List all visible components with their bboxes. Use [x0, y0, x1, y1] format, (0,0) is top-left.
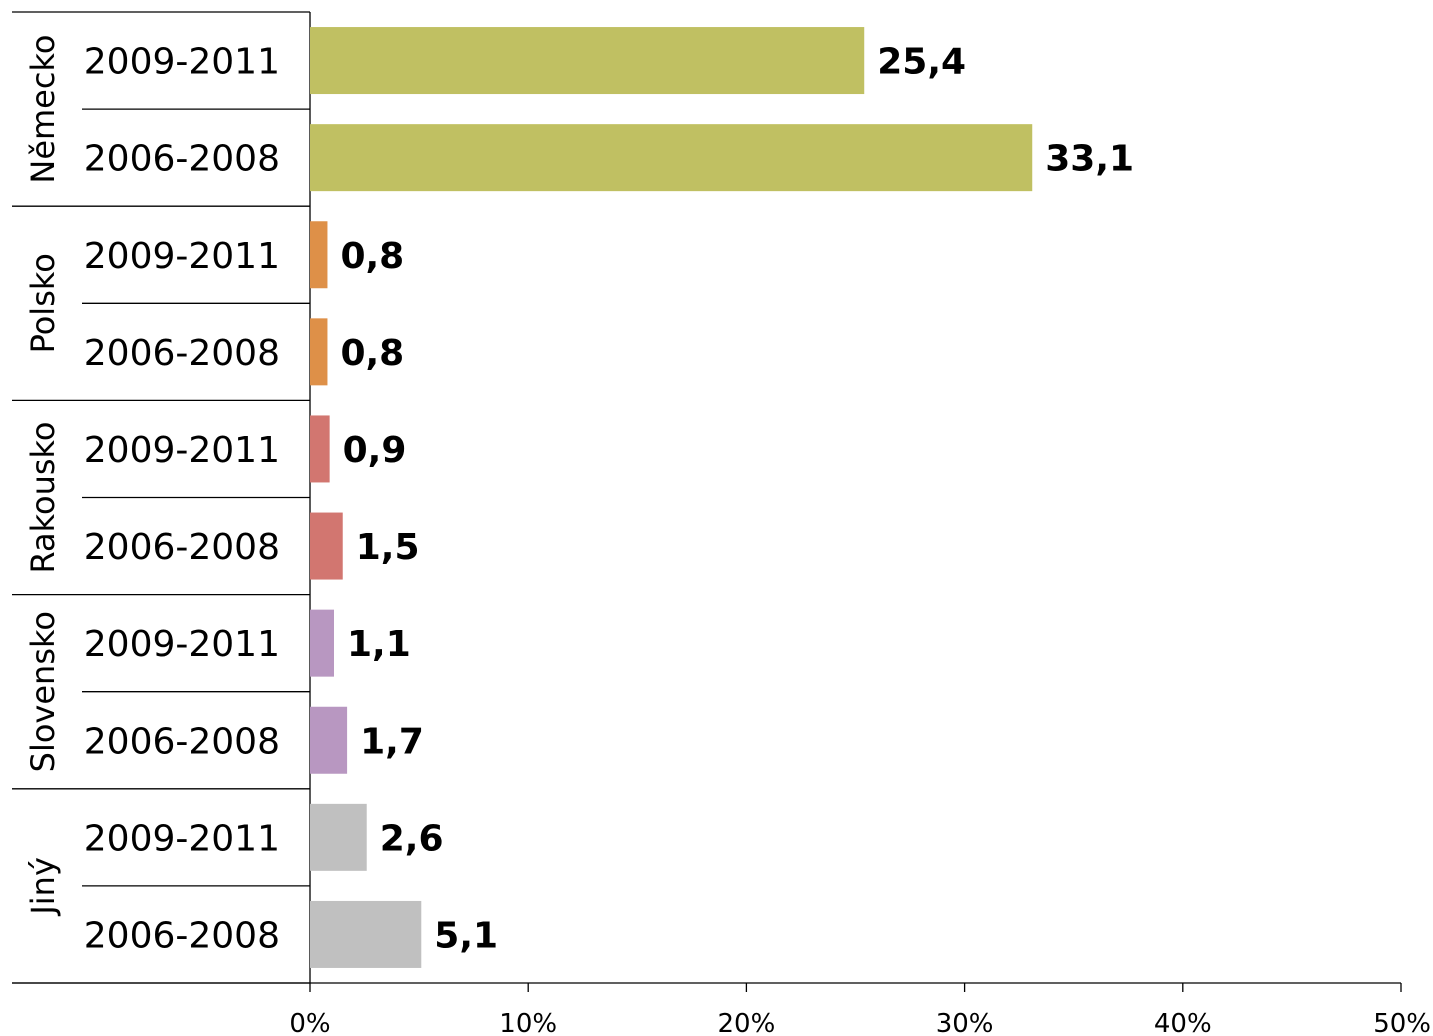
- x-tick-label: 50%: [1373, 1009, 1431, 1036]
- x-tick-label: 30%: [936, 1009, 994, 1036]
- x-axis: 0% 10% 20% 30% 40% 50%: [12, 982, 1431, 1036]
- bar: [310, 803, 367, 871]
- group-label: Jiný: [24, 857, 62, 917]
- x-tick-label: 40%: [1154, 1009, 1212, 1036]
- data-label: 5,1: [434, 915, 498, 956]
- category-label: 2009-2011: [84, 818, 280, 859]
- data-label: 1,7: [360, 721, 424, 762]
- category-label: 2006-2008: [84, 915, 280, 956]
- group-label: Rakousko: [24, 421, 62, 573]
- data-label: 0,8: [340, 236, 404, 277]
- x-tick-label: 20%: [718, 1009, 776, 1036]
- data-label: 1,1: [347, 624, 411, 665]
- data-label: 2,6: [380, 818, 444, 859]
- group-label: Slovensko: [24, 611, 62, 772]
- bar-series: [310, 27, 1033, 968]
- category-label: 2009-2011: [84, 430, 280, 471]
- category-label: 2006-2008: [84, 721, 280, 762]
- data-label: 33,1: [1045, 139, 1134, 180]
- bar: [310, 415, 330, 483]
- category-label: 2009-2011: [84, 42, 280, 83]
- bar: [310, 318, 328, 386]
- group-label: Německo: [24, 35, 62, 184]
- group-label: Polsko: [24, 253, 62, 353]
- x-tick-label: 0%: [289, 1009, 330, 1036]
- category-label: 2006-2008: [84, 333, 280, 374]
- bar: [310, 27, 865, 95]
- x-tick-label: 10%: [499, 1009, 557, 1036]
- bar: [310, 124, 1033, 192]
- category-label: 2009-2011: [84, 624, 280, 665]
- label-layer: 25,4 2009-2011 33,1 2006-2008 Německo 0,8 2009…: [24, 35, 1134, 957]
- bar: [310, 512, 343, 580]
- bar: [310, 706, 348, 774]
- category-label: 2006-2008: [84, 139, 280, 180]
- data-label: 1,5: [356, 527, 420, 568]
- bar: [310, 221, 328, 289]
- category-label: 2009-2011: [84, 236, 280, 277]
- data-label: 25,4: [877, 42, 966, 83]
- category-label: 2006-2008: [84, 527, 280, 568]
- data-label: 0,8: [340, 333, 404, 374]
- data-label: 0,9: [343, 430, 407, 471]
- bar: [310, 609, 335, 677]
- bar: [310, 900, 422, 968]
